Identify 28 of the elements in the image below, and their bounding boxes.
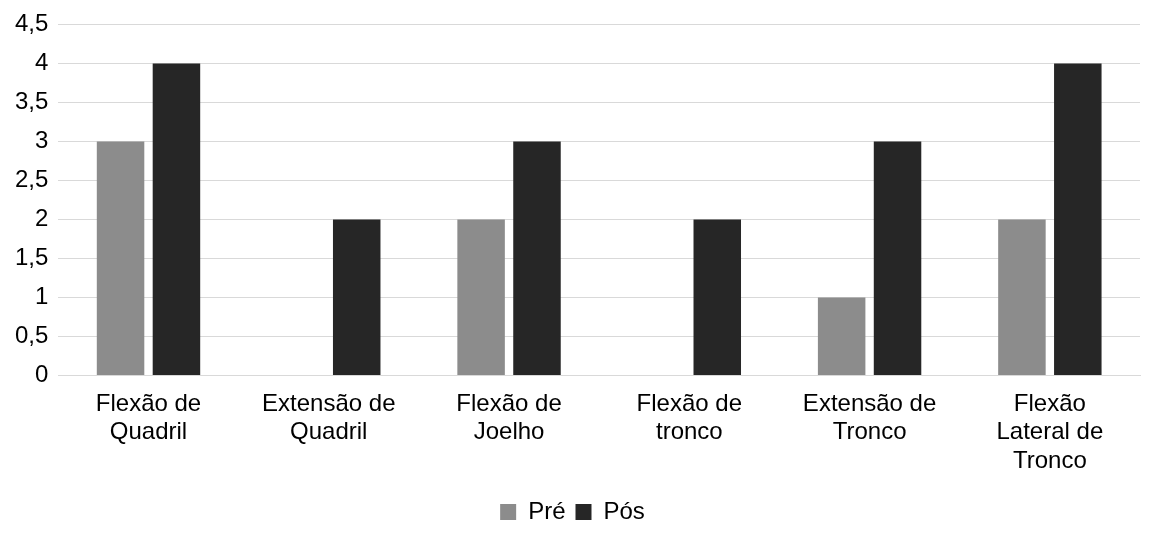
bar <box>152 63 201 376</box>
y-tick-label: 0,5 <box>14 321 49 349</box>
y-tick-label: 4,5 <box>14 9 49 37</box>
y-tick-label: 2,5 <box>14 165 49 193</box>
y-tick-label: 1 <box>35 282 49 310</box>
bar <box>96 141 145 376</box>
x-tick-label: Flexão de Joelho <box>456 388 562 445</box>
bar <box>817 297 866 376</box>
y-tick-label: 3 <box>35 126 49 154</box>
x-tick-label: Flexão de Quadril <box>95 388 202 445</box>
y-tick-label: 4 <box>35 48 49 76</box>
y-tick-label: 0 <box>35 360 49 388</box>
legend-label: Pré <box>528 496 566 524</box>
x-tick-label: Flexão Lateral de Tronco <box>996 388 1104 474</box>
bar <box>1054 63 1102 376</box>
bar <box>693 219 742 376</box>
x-tick-label: Extensão de Quadril <box>262 388 396 445</box>
bar <box>513 141 561 376</box>
y-tick-label: 3,5 <box>14 87 49 115</box>
bar <box>332 219 381 376</box>
bar <box>998 219 1046 376</box>
bar <box>457 219 505 376</box>
x-tick-label: Flexão de tronco <box>636 388 743 445</box>
bar <box>873 141 922 376</box>
y-tick-label: 2 <box>35 204 49 232</box>
y-tick-label: 1,5 <box>14 243 49 271</box>
x-tick-label: Extensão de Tronco <box>802 388 937 445</box>
legend-label: Pós <box>603 496 645 524</box>
